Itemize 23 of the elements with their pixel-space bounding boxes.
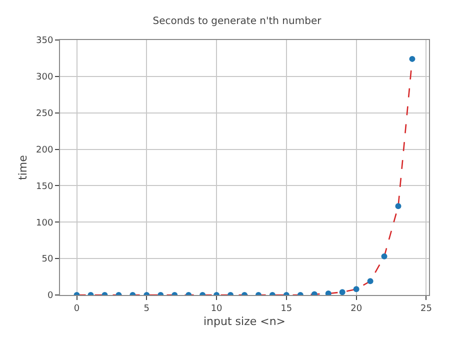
- y-tick-label: 250: [36, 109, 54, 120]
- point: [367, 278, 374, 284]
- y-tick-label: 0: [47, 291, 54, 302]
- x-tick-label: 25: [420, 304, 432, 314]
- point: [353, 286, 360, 292]
- y-axis-title: time: [16, 154, 30, 180]
- y-tick-label: 50: [42, 254, 54, 265]
- y-tick-label: 350: [36, 36, 54, 46]
- point: [409, 56, 416, 62]
- y-tick-label: 200: [36, 145, 54, 156]
- chart-title: Seconds to generate n'th number: [152, 16, 322, 27]
- point: [381, 253, 388, 260]
- y-tick-label: 300: [36, 72, 54, 83]
- x-axis-title: input size <n>: [203, 315, 286, 328]
- y-tick-label: 150: [36, 182, 54, 192]
- x-tick-label: 10: [210, 304, 223, 314]
- x-tick-label: 15: [280, 304, 292, 314]
- point: [395, 203, 402, 210]
- y-tick-label: 100: [36, 218, 54, 228]
- x-tick-label: 5: [144, 304, 150, 314]
- x-tick-label: 0: [74, 304, 80, 314]
- x-tick-label: 20: [350, 304, 362, 314]
- point: [339, 289, 346, 295]
